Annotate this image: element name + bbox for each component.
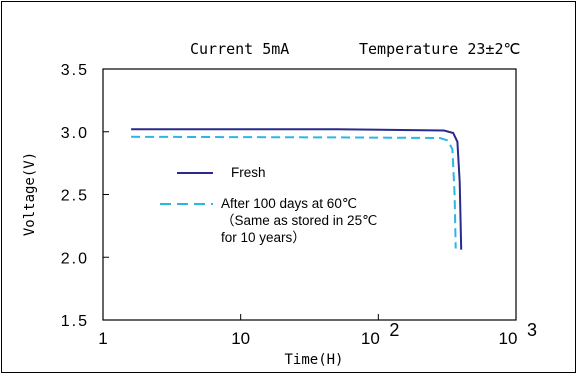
x-tick-label: 10 3 — [499, 320, 537, 348]
y-tick-label: 3.0 — [61, 125, 89, 142]
x-tick-base: 10 — [231, 329, 250, 348]
x-axis-label: Time(H) — [284, 352, 343, 368]
y-tick-label: 3.5 — [61, 62, 89, 79]
legend-label-1: After 100 days at 60℃ — [221, 196, 357, 211]
x-tick-exponent: 3 — [527, 320, 537, 340]
x-tick-base: 10 — [361, 329, 380, 348]
legend-label-0: Fresh — [231, 165, 266, 180]
series-line-1 — [131, 135, 457, 249]
x-tick-label: 1 — [98, 329, 107, 348]
x-tick-exponent: 2 — [389, 320, 399, 340]
x-tick-label: 10 — [231, 329, 250, 348]
y-tick-label: 2.0 — [61, 250, 89, 267]
x-tick-base: 1 — [98, 329, 107, 348]
series-line-0 — [131, 128, 463, 250]
x-tick-label: 10 2 — [361, 320, 399, 348]
y-axis-label: Voltage(V) — [22, 152, 38, 236]
y-tick-label: 1.5 — [61, 313, 89, 330]
y-tick-label: 2.5 — [61, 188, 89, 205]
legend-label-1: for 10 years） — [221, 230, 306, 245]
chart-subtitle: Temperature 23±2℃ — [359, 40, 520, 58]
x-tick-base: 10 — [499, 329, 518, 348]
legend-label-1: （Same as stored in 25℃ — [221, 213, 377, 228]
chart-title: Current 5mA — [190, 40, 289, 58]
